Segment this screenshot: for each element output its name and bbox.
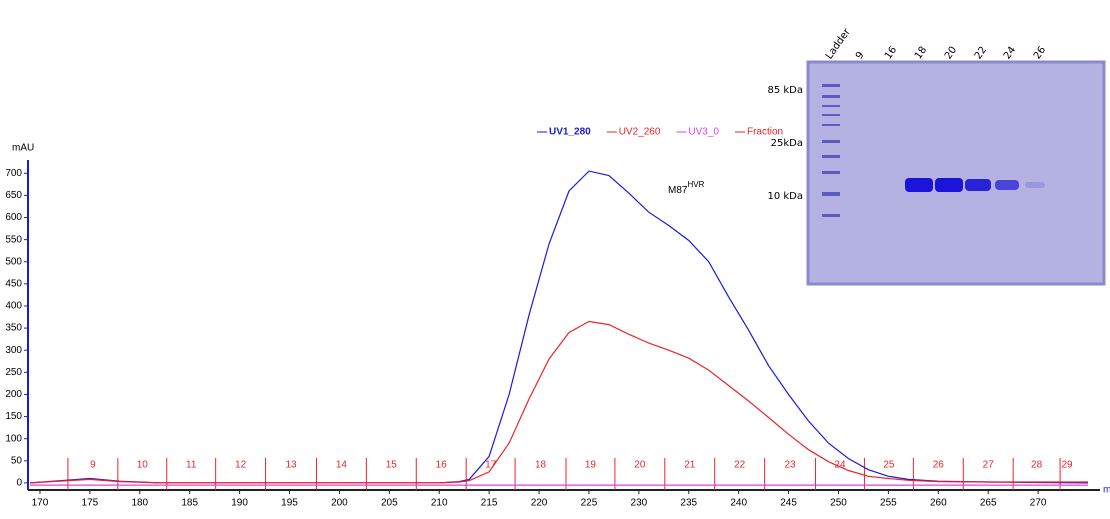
x-tick-label: 180 <box>131 498 148 509</box>
fraction-label: 29 <box>1062 460 1074 471</box>
x-tick-label: 235 <box>680 498 697 509</box>
legend-label: UV2_260 <box>619 127 661 138</box>
y-tick-label: 300 <box>5 345 22 356</box>
gel-lane-label: Ladder <box>824 26 853 61</box>
y-axis-label: mAU <box>12 143 34 154</box>
gel-lane-label: 9 <box>854 50 867 62</box>
y-tick-label: 600 <box>5 212 22 223</box>
x-tick-label: 185 <box>181 498 198 509</box>
fraction-label: 23 <box>785 460 797 471</box>
fraction-label: 25 <box>883 460 895 471</box>
fraction-label: 13 <box>285 460 297 471</box>
legend-label: UV1_280 <box>549 127 591 138</box>
gel-lane-label: 16 <box>883 45 899 62</box>
fraction-label: 26 <box>933 460 945 471</box>
y-tick-label: 400 <box>5 301 22 312</box>
fraction-label: 16 <box>436 460 448 471</box>
x-tick-label: 175 <box>82 498 99 509</box>
fraction-label: 19 <box>585 460 597 471</box>
fraction-label: 28 <box>1031 460 1043 471</box>
fraction-label: 15 <box>386 460 398 471</box>
x-tick-label: 210 <box>431 498 448 509</box>
x-tick-label: 190 <box>231 498 248 509</box>
annotation-superscript: HVR <box>687 180 704 189</box>
chart: Ladder916182022242685 kDa25kDa10 kDa mAU… <box>0 0 1110 514</box>
x-tick-label: 230 <box>631 498 648 509</box>
gel-marker-label: 85 kDa <box>767 85 803 96</box>
gel-background <box>808 62 1104 284</box>
y-tick-label: 700 <box>5 168 22 179</box>
y-tick-label: 650 <box>5 190 22 201</box>
fraction-label: 11 <box>186 460 197 471</box>
fraction-label: 21 <box>684 460 696 471</box>
fraction-label: 12 <box>235 460 247 471</box>
y-tick-label: 50 <box>11 455 23 466</box>
x-tick-label: 200 <box>331 498 348 509</box>
x-tick-label: 205 <box>381 498 398 509</box>
fraction-label: 9 <box>90 460 96 471</box>
x-tick-label: 215 <box>481 498 498 509</box>
fraction-label: 27 <box>983 460 995 471</box>
gel-marker-label: 10 kDa <box>767 191 803 202</box>
y-tick-label: 150 <box>5 411 22 422</box>
x-tick-label: 240 <box>730 498 747 509</box>
legend-label: Fraction <box>747 127 783 138</box>
y-tick-label: 0 <box>16 478 22 489</box>
y-tick-label: 200 <box>5 389 22 400</box>
x-tick-label: 170 <box>32 498 49 509</box>
fraction-label: 10 <box>137 460 149 471</box>
y-tick-label: 550 <box>5 234 22 245</box>
x-tick-label: 265 <box>980 498 997 509</box>
x-tick-label: 260 <box>930 498 947 509</box>
x-tick-label: 195 <box>281 498 298 509</box>
gel-lane-label: 18 <box>913 45 929 62</box>
x-tick-label: 250 <box>830 498 847 509</box>
annotation-text: M87 <box>668 185 688 196</box>
gel-lane-label: 20 <box>943 45 959 62</box>
gel-marker-label: 25kDa <box>771 138 803 149</box>
x-tick-label: 245 <box>780 498 797 509</box>
fraction-label: 14 <box>336 460 348 471</box>
y-tick-label: 100 <box>5 433 22 444</box>
annotation: M87HVR <box>668 180 705 196</box>
fraction-label: 18 <box>535 460 547 471</box>
gel-lane-label: 26 <box>1032 45 1048 62</box>
x-tick-label: 255 <box>880 498 897 509</box>
x-tick-label: 270 <box>1030 498 1047 509</box>
x-axis-unit: ml <box>1103 485 1110 496</box>
gel-lane-label: 22 <box>973 45 989 62</box>
fraction-label: 22 <box>734 460 746 471</box>
y-tick-label: 500 <box>5 256 22 267</box>
y-tick-label: 450 <box>5 279 22 290</box>
y-tick-label: 350 <box>5 323 22 334</box>
legend-label: UV3_0 <box>688 127 719 138</box>
x-tick-label: 220 <box>531 498 548 509</box>
gel-lane-label: 24 <box>1002 45 1018 62</box>
y-tick-label: 250 <box>5 367 22 378</box>
fraction-label: 20 <box>634 460 646 471</box>
x-tick-label: 225 <box>581 498 598 509</box>
